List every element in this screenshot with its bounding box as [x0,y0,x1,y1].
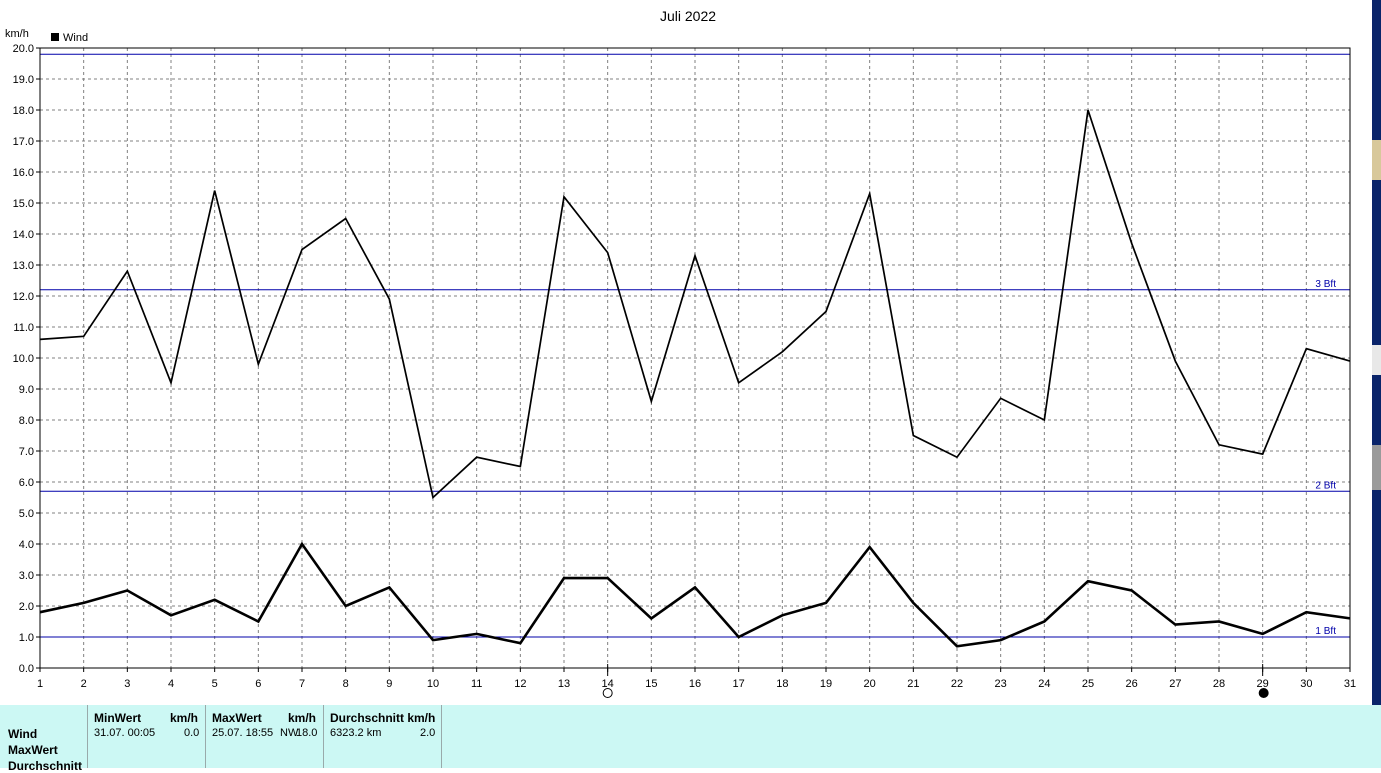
y-tick-label: 9.0 [19,384,34,396]
x-tick-label: 27 [1169,678,1181,690]
x-tick-label: 2 [81,678,87,690]
y-tick-label: 6.0 [19,477,34,489]
x-tick-label: 4 [168,678,174,690]
x-tick-label: 19 [820,678,832,690]
x-tick-label: 26 [1126,678,1138,690]
avg-value: 2.0 [420,727,436,739]
row-label-wind: Wind [8,727,38,741]
y-tick-label: 8.0 [19,415,34,427]
beaufort-label: 3 Bft [1315,279,1336,290]
x-tick-label: 28 [1213,678,1225,690]
full-moon-icon [602,688,613,698]
y-tick-label: 11.0 [13,322,34,334]
legend-swatch [51,33,59,41]
axes: 0.01.02.03.04.05.06.07.08.09.010.011.012… [13,43,1357,690]
x-tick-label: 6 [255,678,261,690]
y-tick-label: 12.0 [13,291,34,303]
avg-column: Durchschnitt km/h 6323.2 km 2.0 [324,705,442,768]
y-tick-label: 4.0 [19,539,34,551]
beaufort-lines: 1 Bft 2 Bft 3 Bft [40,53,1350,638]
x-tick-label: 31 [1344,678,1356,690]
avg-header: Durchschnitt km/h [330,711,436,725]
avg-distance: 6323.2 km [330,727,382,739]
x-tick-label: 9 [386,678,392,690]
x-tick-label: 29 [1257,678,1269,690]
y-tick-label: 7.0 [19,446,34,458]
min-column: MinWert km/h 31.07. 00:05 0.0 [88,705,206,768]
max-datetime: 25.07. 18:55 [212,727,274,739]
moon-phases [602,664,1269,698]
y-tick-label: 13.0 [13,260,34,272]
max-unit: km/h [288,711,317,725]
beaufort-label: 1 Bft [1315,626,1336,637]
x-tick-label: 5 [212,678,218,690]
y-tick-label: 1.0 [19,632,34,644]
x-tick-label: 13 [558,678,570,690]
x-tick-label: 25 [1082,678,1094,690]
series-line-max [39,109,1351,500]
grid [40,48,1350,668]
window-edge [1372,0,1381,705]
x-tick-label: 11 [471,678,482,690]
min-unit: km/h [170,711,199,725]
x-tick-label: 22 [951,678,963,690]
x-tick-label: 16 [689,678,701,690]
y-tick-label: 2.0 [19,601,34,613]
label-column [0,705,88,768]
min-header: MinWert [94,711,142,725]
x-tick-label: 23 [995,678,1007,690]
y-tick-label: 10.0 [13,353,34,365]
max-header: MaxWert [212,711,262,725]
min-datetime: 31.07. 00:05 [94,727,156,739]
y-tick-label: 16.0 [13,167,34,179]
y-tick-label: 15.0 [13,198,34,210]
beaufort-label: 2 Bft [1315,480,1336,491]
series [39,109,1351,648]
y-tick-label: 20.0 [13,43,34,55]
x-tick-label: 1 [37,678,43,690]
statistics-panel: Wind MaxWert Durchschnitt MinWert km/h 3… [0,705,1381,773]
x-tick-label: 3 [124,678,130,690]
new-moon-icon [1258,688,1269,698]
x-tick-label: 24 [1038,678,1050,690]
y-axis-unit: km/h [5,28,29,40]
y-tick-label: 0.0 [19,663,34,675]
legend-label-wind: Wind [63,32,88,44]
x-tick-label: 10 [427,678,439,690]
max-column: MaxWert km/h 25.07. 18:55 NW 18.0 [206,705,324,768]
min-value: 0.0 [184,727,200,739]
x-tick-label: 15 [645,678,657,690]
chart-title: Juli 2022 [660,8,716,24]
y-tick-label: 5.0 [19,508,34,520]
x-tick-label: 8 [343,678,349,690]
y-tick-label: 3.0 [19,570,34,582]
max-direction: NW [280,727,299,739]
x-tick-label: 20 [864,678,876,690]
x-tick-label: 14 [602,678,614,690]
x-tick-label: 21 [907,678,919,690]
y-tick-label: 19.0 [13,74,34,86]
series-line-average [39,541,1351,648]
y-tick-label: 18.0 [13,105,34,117]
x-tick-label: 12 [514,678,526,690]
x-tick-label: 17 [733,678,745,690]
x-tick-label: 18 [776,678,788,690]
y-tick-label: 17.0 [13,136,34,148]
y-tick-label: 14.0 [13,229,34,241]
row-label-maxwert: MaxWert [8,743,58,757]
max-value: 18.0 [296,727,318,739]
x-tick-label: 30 [1300,678,1312,690]
x-tick-label: 7 [299,678,305,690]
